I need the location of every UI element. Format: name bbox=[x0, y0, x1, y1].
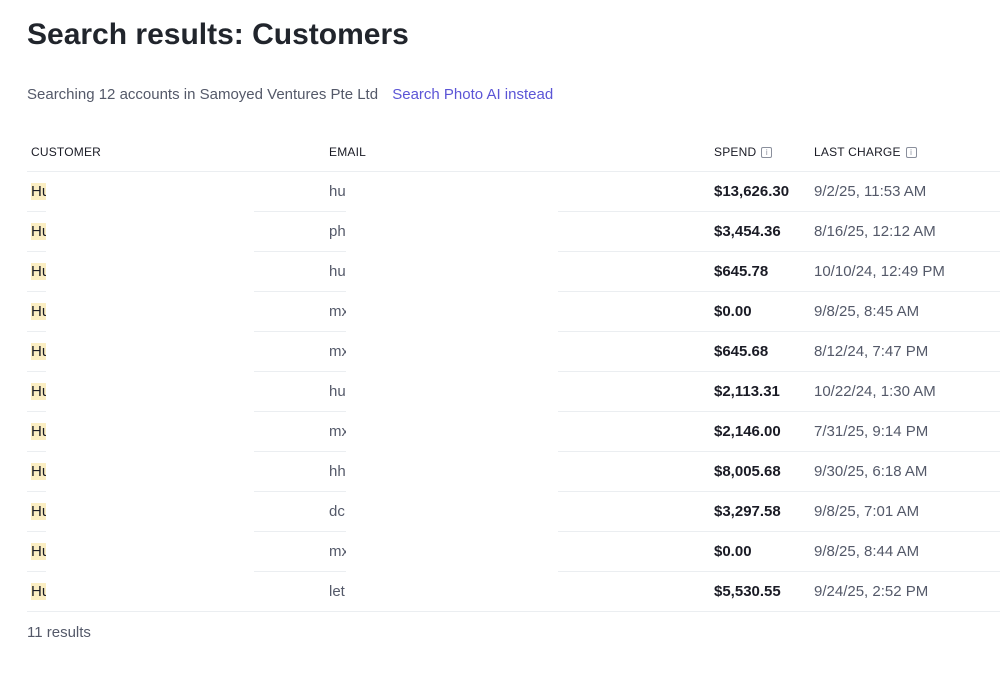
spend-cell: $5,530.55 bbox=[710, 571, 810, 612]
customer-name: Hu bbox=[31, 463, 51, 480]
customer-name: Hu bbox=[31, 343, 51, 360]
customer-name: Hu bbox=[31, 223, 51, 240]
customer-name: Hu bbox=[31, 303, 51, 320]
column-last-charge-label: LAST CHARGE bbox=[814, 144, 901, 159]
column-email[interactable]: EMAIL bbox=[325, 132, 710, 172]
customer-name: Hu bbox=[31, 423, 51, 440]
search-photo-ai-link[interactable]: Search Photo AI instead bbox=[392, 86, 554, 103]
column-last-charge[interactable]: LAST CHARGE i bbox=[810, 132, 1000, 172]
last-charge-cell: 9/8/25, 8:45 AM bbox=[810, 291, 1000, 332]
spend-cell: $3,454.36 bbox=[710, 211, 810, 252]
last-charge-cell: 10/10/24, 12:49 PM bbox=[810, 251, 1000, 292]
last-charge-cell: 9/24/25, 2:52 PM bbox=[810, 571, 1000, 612]
last-charge-cell: 7/31/25, 9:14 PM bbox=[810, 411, 1000, 452]
redaction bbox=[46, 173, 254, 608]
last-charge-cell: 8/12/24, 7:47 PM bbox=[810, 331, 1000, 372]
customer-name: Hu bbox=[31, 583, 51, 600]
last-charge-cell: 9/30/25, 6:18 AM bbox=[810, 451, 1000, 492]
spend-cell: $0.00 bbox=[710, 531, 810, 572]
column-customer[interactable]: CUSTOMER bbox=[27, 132, 325, 172]
results-count: 11 results bbox=[27, 624, 91, 641]
customer-name: Hu bbox=[31, 183, 51, 200]
info-icon[interactable]: i bbox=[905, 146, 917, 158]
last-charge-cell: 9/2/25, 11:53 AM bbox=[810, 171, 1000, 212]
spend-cell: $8,005.68 bbox=[710, 451, 810, 492]
search-scope: Searching 12 accounts in Samoyed Venture… bbox=[27, 86, 553, 103]
customer-name: Hu bbox=[31, 503, 51, 520]
spend-cell: $645.68 bbox=[710, 331, 810, 372]
customer-name: Hu bbox=[31, 383, 51, 400]
spend-cell: $2,113.31 bbox=[710, 371, 810, 412]
info-icon[interactable]: i bbox=[761, 146, 773, 158]
spend-cell: $0.00 bbox=[710, 291, 810, 332]
last-charge-cell: 8/16/25, 12:12 AM bbox=[810, 211, 1000, 252]
column-spend[interactable]: SPEND i bbox=[710, 132, 810, 172]
spend-cell: $645.78 bbox=[710, 251, 810, 292]
customer-name: Hu bbox=[31, 543, 51, 560]
redaction bbox=[346, 173, 558, 608]
spend-cell: $13,626.30 bbox=[710, 171, 810, 212]
customer-name: Hu bbox=[31, 263, 51, 280]
last-charge-cell: 9/8/25, 8:44 AM bbox=[810, 531, 1000, 572]
spend-cell: $2,146.00 bbox=[710, 411, 810, 452]
last-charge-cell: 9/8/25, 7:01 AM bbox=[810, 491, 1000, 532]
page-title: Search results: Customers bbox=[27, 18, 409, 51]
last-charge-cell: 10/22/24, 1:30 AM bbox=[810, 371, 1000, 412]
search-scope-text: Searching 12 accounts in Samoyed Venture… bbox=[27, 86, 379, 103]
column-spend-label: SPEND bbox=[714, 144, 757, 159]
spend-cell: $3,297.58 bbox=[710, 491, 810, 532]
